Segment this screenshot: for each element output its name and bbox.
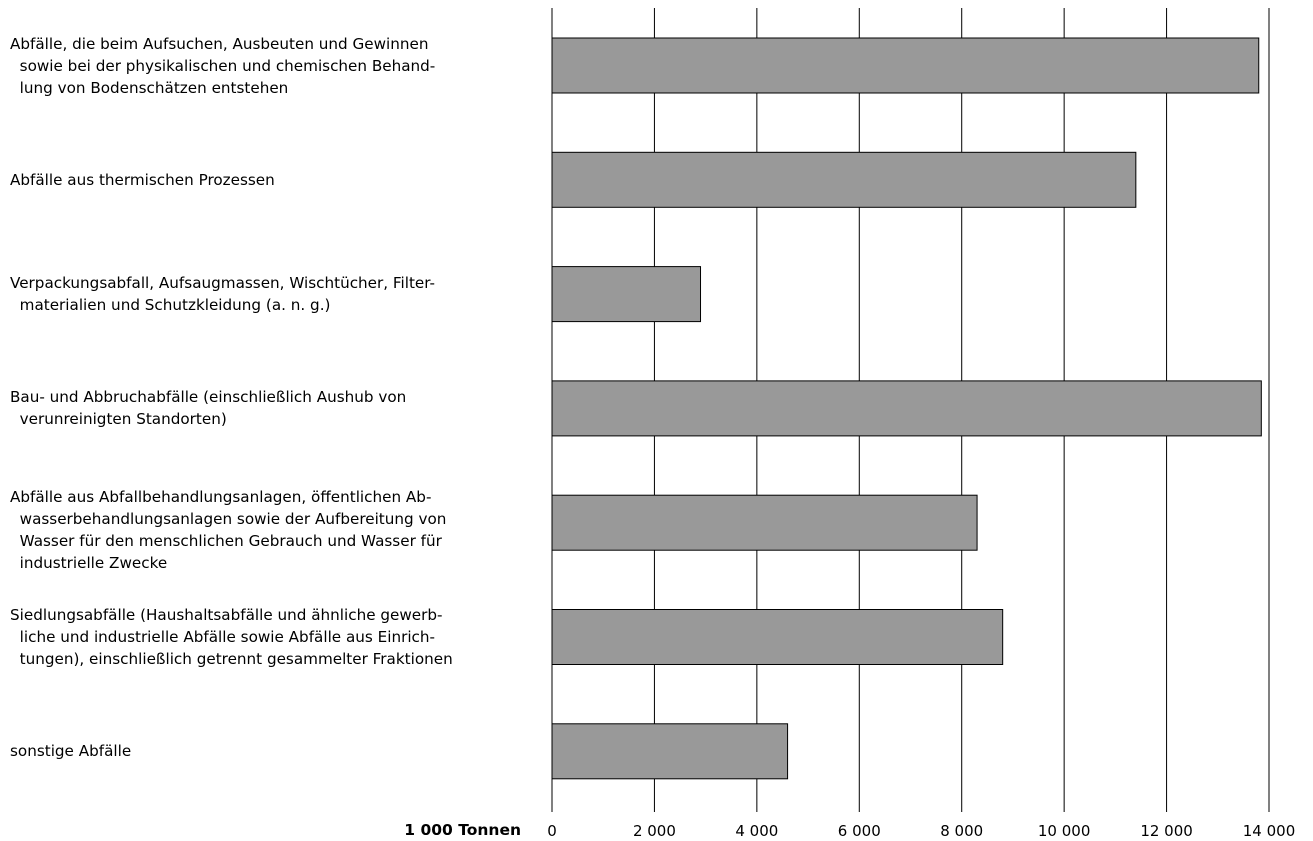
category-label-line: Abfälle aus Abfallbehandlungsanlagen, öf… <box>10 487 432 506</box>
bar <box>551 151 1137 208</box>
bar <box>551 494 978 551</box>
x-tick-label: 12 000 <box>1140 822 1193 840</box>
category-label: Abfälle, die beim Aufsuchen, Ausbeuten u… <box>10 33 535 99</box>
category-label-line: Abfälle aus thermischen Prozessen <box>10 170 275 189</box>
category-label-line: materialien und Schutzkleidung (a. n. g.… <box>10 296 331 315</box>
x-tick-label: 2 000 <box>632 822 676 840</box>
x-tick-label: 8 000 <box>940 822 984 840</box>
x-tick-label: 4 000 <box>735 822 779 840</box>
x-tick-label: 6 000 <box>837 822 881 840</box>
x-axis-unit-label: 1 000 Tonnen <box>404 821 521 839</box>
bar <box>551 266 702 323</box>
category-label: Verpackungsabfall, Aufsaugmassen, Wischt… <box>10 272 535 316</box>
category-label: Bau- und Abbruchabfälle (einschließlich … <box>10 386 535 430</box>
category-label-line: liche und industrielle Abfälle sowie Abf… <box>10 628 435 646</box>
category-label-line: Verpackungsabfall, Aufsaugmassen, Wischt… <box>10 274 436 293</box>
x-tick-label: 0 <box>547 822 557 840</box>
category-label: Siedlungsabfälle (Haushaltsabfälle und ä… <box>10 604 535 670</box>
bar <box>551 37 1260 94</box>
bar <box>551 609 1004 665</box>
category-label-line: Wasser für den menschlichen Gebrauch und… <box>10 531 442 550</box>
category-label-line: wasserbehandlungsanlagen sowie der Aufbe… <box>10 509 447 528</box>
category-label-line: sowie bei der physikalischen und chemisc… <box>10 56 436 75</box>
bar <box>551 723 789 780</box>
bar <box>551 380 1262 437</box>
category-label-line: verunreinigten Standorten) <box>10 410 227 429</box>
x-tick-label: 10 000 <box>1037 822 1091 840</box>
category-label-line: Siedlungsabfälle (Haushaltsabfälle und ä… <box>10 606 443 624</box>
x-tick-label: 14 000 <box>1242 822 1296 840</box>
category-label: Abfälle aus thermischen Prozessen <box>10 169 535 191</box>
category-label-line: Abfälle, die beim Aufsuchen, Ausbeuten u… <box>10 34 429 53</box>
category-label-line: lung von Bodenschätzen entstehen <box>10 78 289 97</box>
category-label-line: Bau- und Abbruchabfälle (einschließlich … <box>10 388 407 407</box>
category-label-line: industrielle Zwecke <box>10 553 168 572</box>
category-label-line: tungen), einschließlich getrennt gesamme… <box>10 650 453 668</box>
category-label: sonstige Abfälle <box>10 740 535 762</box>
category-label-line: sonstige Abfälle <box>10 742 132 761</box>
category-label: Abfälle aus Abfallbehandlungsanlagen, öf… <box>10 486 535 574</box>
